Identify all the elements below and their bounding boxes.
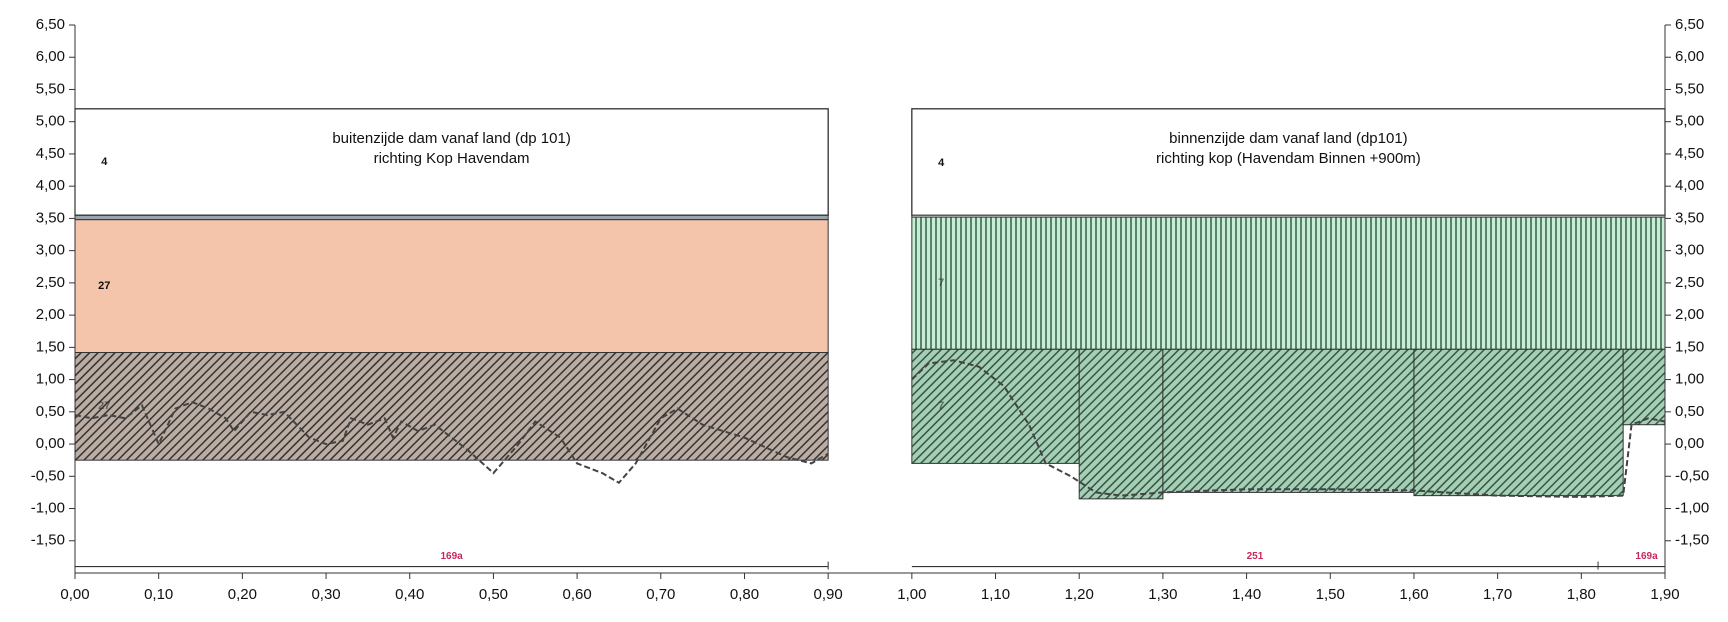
x-tick-label: 1,20 [1065,586,1094,603]
x-tick-label: 0,00 [60,586,89,603]
x-tick-label: 0,60 [563,586,592,603]
y-tick-label: 4,00 [36,177,65,194]
layer-label: 4 [938,157,945,169]
strip-label: 251 [1247,551,1264,562]
soil-layer [911,348,1080,464]
x-tick-label: 1,30 [1148,586,1177,603]
profile-line [74,401,829,485]
x-tick-label: 0,50 [479,586,508,603]
x-tick-label: 1,90 [1650,586,1679,603]
y2-tick-label: 2,00 [1675,306,1704,323]
soil-layer [1162,348,1415,493]
panel-title: richting Kop Havendam [374,150,530,167]
y2-tick-label: -0,50 [1675,467,1709,484]
soil-layer [74,214,829,221]
x-tick-label: 1,80 [1567,586,1596,603]
y-tick-label: 3,50 [36,209,65,226]
soil-layer [911,216,1666,350]
x-tick-label: 1,40 [1232,586,1261,603]
x-tick-label: 0,10 [144,586,173,603]
profile-line [911,359,1666,498]
y-tick-label: 3,00 [36,242,65,259]
y2-tick-label: 6,50 [1675,16,1704,33]
y-tick-label: 6,00 [36,48,65,65]
y2-tick-label: 1,00 [1675,371,1704,388]
y2-tick-label: 2,50 [1675,274,1704,291]
x-tick-label: 1,70 [1483,586,1512,603]
x-tick-label: 1,10 [981,586,1010,603]
panel-title: buitenzijde dam vanaf land (dp 101) [332,130,571,147]
y2-tick-label: 1,50 [1675,338,1704,355]
y-tick-label: 1,50 [36,338,65,355]
y2-tick-label: 4,50 [1675,145,1704,162]
y-tick-label: 0,50 [36,403,65,420]
layer-label: 7 [938,400,944,412]
panel-title: richting kop (Havendam Binnen +900m) [1156,150,1421,167]
layer-label: 27 [98,400,110,412]
x-tick-label: 0,80 [730,586,759,603]
y-tick-label: 1,00 [36,371,65,388]
panel-title: binnenzijde dam vanaf land (dp101) [1169,130,1408,147]
y2-tick-label: 0,00 [1675,435,1704,452]
y-tick-label: 5,00 [36,113,65,130]
y-tick-label: 6,50 [36,16,65,33]
layer-label: 7 [938,277,944,289]
y-tick-label: 5,50 [36,80,65,97]
soil-layer [74,108,829,216]
x-tick-label: 0,30 [311,586,340,603]
y2-tick-label: 5,50 [1675,80,1704,97]
strip-label: 169a [440,551,463,562]
soil-layer [1078,348,1164,500]
x-tick-label: 1,00 [897,586,926,603]
soil-layer [74,352,829,461]
y2-tick-label: 5,00 [1675,113,1704,130]
layer-label: 4 [101,156,108,168]
layer-label: 27 [98,280,110,292]
y-tick-label: -1,50 [31,532,65,549]
y-tick-label: 2,00 [36,306,65,323]
x-tick-label: 0,90 [814,586,843,603]
y-tick-label: 4,50 [36,145,65,162]
y2-tick-label: 6,00 [1675,48,1704,65]
y2-tick-label: 0,50 [1675,403,1704,420]
y2-tick-label: 3,00 [1675,242,1704,259]
y-tick-label: -0,50 [31,467,65,484]
soil-layer [911,108,1666,218]
y2-tick-label: 4,00 [1675,177,1704,194]
y-tick-label: 0,00 [36,435,65,452]
x-tick-label: 0,40 [395,586,424,603]
y2-tick-label: -1,00 [1675,499,1709,516]
strip-label: 169a [1635,551,1658,562]
y2-tick-label: 3,50 [1675,209,1704,226]
soil-layer [1622,348,1666,426]
x-tick-label: 1,60 [1399,586,1428,603]
soil-layer [74,219,829,354]
x-tick-label: 1,50 [1316,586,1345,603]
y-tick-label: -1,00 [31,499,65,516]
x-tick-label: 0,70 [646,586,675,603]
x-tick-label: 0,20 [228,586,257,603]
y-tick-label: 2,50 [36,274,65,291]
soil-layer [1413,348,1624,497]
y2-tick-label: -1,50 [1675,532,1709,549]
